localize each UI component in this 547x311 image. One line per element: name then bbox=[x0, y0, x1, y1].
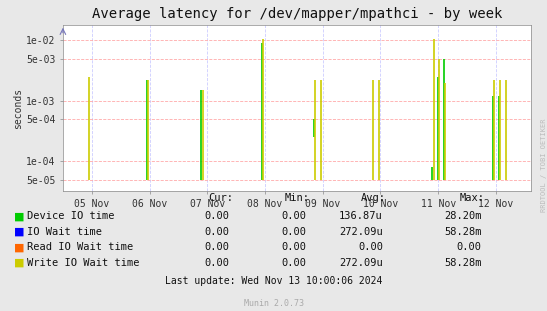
Text: Cur:: Cur: bbox=[208, 193, 233, 202]
Text: 0.00: 0.00 bbox=[281, 242, 306, 252]
Text: 272.09u: 272.09u bbox=[339, 258, 383, 268]
Y-axis label: seconds: seconds bbox=[13, 87, 23, 129]
Text: 0.00: 0.00 bbox=[205, 211, 230, 221]
Text: 272.09u: 272.09u bbox=[339, 227, 383, 237]
Text: 0.00: 0.00 bbox=[281, 211, 306, 221]
Text: ■: ■ bbox=[14, 242, 24, 252]
Text: 28.20m: 28.20m bbox=[444, 211, 481, 221]
Text: RRDTOOL / TOBI OETIKER: RRDTOOL / TOBI OETIKER bbox=[542, 118, 547, 212]
Text: Munin 2.0.73: Munin 2.0.73 bbox=[243, 299, 304, 308]
Text: Min:: Min: bbox=[284, 193, 310, 202]
Title: Average latency for /dev/mapper/mpathci - by week: Average latency for /dev/mapper/mpathci … bbox=[91, 7, 502, 21]
Text: ■: ■ bbox=[14, 211, 24, 221]
Text: 0.00: 0.00 bbox=[205, 242, 230, 252]
Text: Write IO Wait time: Write IO Wait time bbox=[27, 258, 140, 268]
Text: ■: ■ bbox=[14, 227, 24, 237]
Text: Device IO time: Device IO time bbox=[27, 211, 115, 221]
Text: 0.00: 0.00 bbox=[205, 258, 230, 268]
Text: 0.00: 0.00 bbox=[456, 242, 481, 252]
Text: Read IO Wait time: Read IO Wait time bbox=[27, 242, 133, 252]
Text: IO Wait time: IO Wait time bbox=[27, 227, 102, 237]
Text: Max:: Max: bbox=[459, 193, 485, 202]
Text: 58.28m: 58.28m bbox=[444, 258, 481, 268]
Text: ■: ■ bbox=[14, 258, 24, 268]
Text: Avg:: Avg: bbox=[361, 193, 386, 202]
Text: 58.28m: 58.28m bbox=[444, 227, 481, 237]
Text: Last update: Wed Nov 13 10:00:06 2024: Last update: Wed Nov 13 10:00:06 2024 bbox=[165, 276, 382, 286]
Text: 0.00: 0.00 bbox=[205, 227, 230, 237]
Text: 0.00: 0.00 bbox=[281, 227, 306, 237]
Text: 136.87u: 136.87u bbox=[339, 211, 383, 221]
Text: 0.00: 0.00 bbox=[281, 258, 306, 268]
Text: 0.00: 0.00 bbox=[358, 242, 383, 252]
